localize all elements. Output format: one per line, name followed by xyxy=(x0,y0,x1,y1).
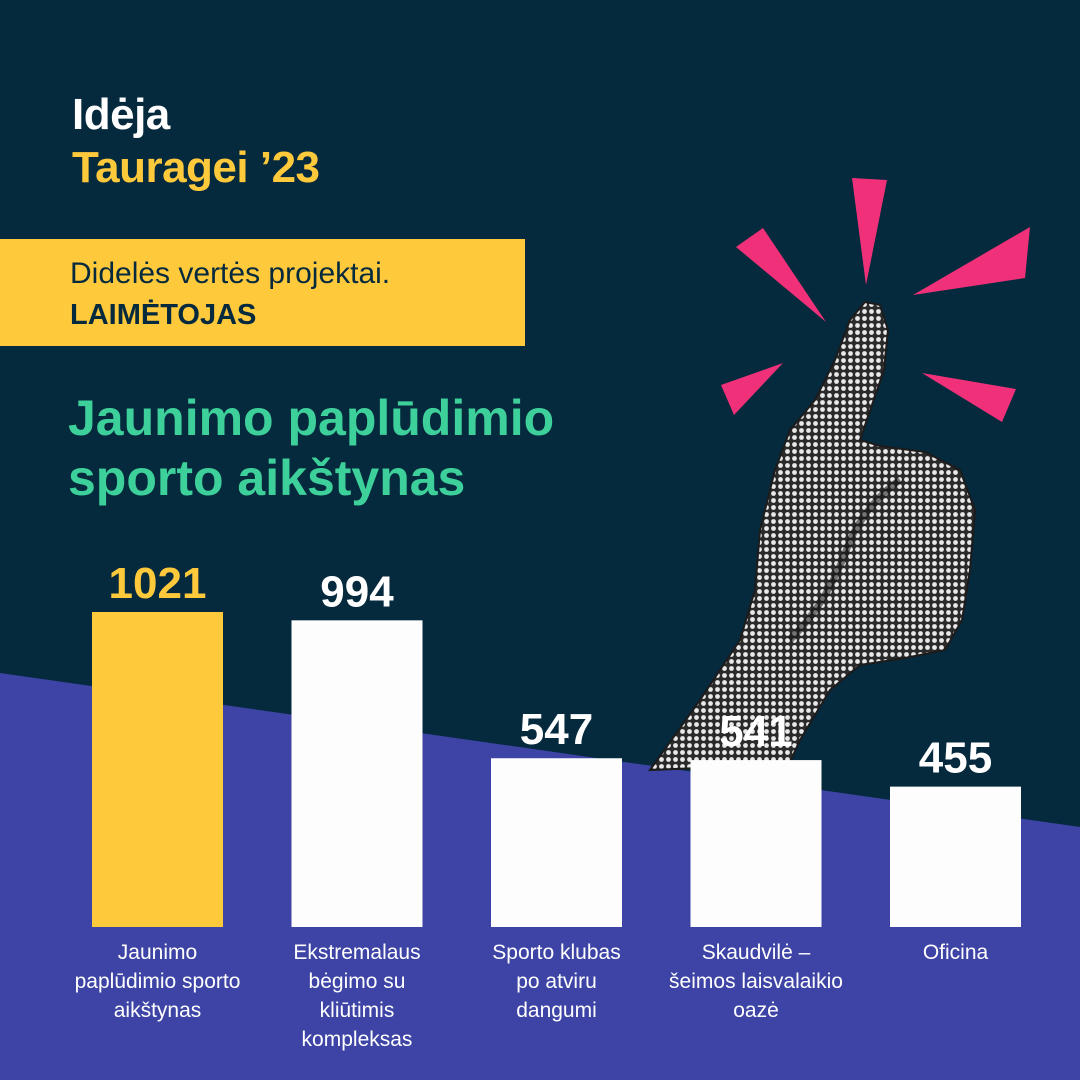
bar-2 xyxy=(291,620,423,927)
bar-value-label-5: 455 xyxy=(919,734,992,783)
banner-winner-label: LAIMĖTOJAS xyxy=(70,299,257,331)
bar-value-label-4: 541 xyxy=(719,707,792,756)
category-label-4: Skaudvilė – šeimos laisvalaikio oazė xyxy=(641,938,871,1025)
project-title: Jaunimo paplūdimio sporto aikštynas xyxy=(68,390,555,506)
bar-value-label-3: 547 xyxy=(520,705,593,754)
banner-subtitle: Didelės vertės projektai. xyxy=(70,257,391,290)
category-label-line: bėgimo su xyxy=(308,970,406,993)
category-label-line: Oficina xyxy=(922,941,989,964)
category-label-line: kliūtimis xyxy=(319,999,395,1022)
brand-title-line2: Tauragei ’23 xyxy=(72,143,320,192)
category-label-2: Ekstremalaus bėgimo su kliūtimis kompleksas xyxy=(242,938,472,1054)
bar-value-label-2: 994 xyxy=(320,567,394,616)
category-label-3: Sporto klubas po atviru dangumi xyxy=(442,938,672,1025)
burst-rays-icon xyxy=(721,178,1030,422)
category-label-line: šeimos laisvalaikio xyxy=(669,970,843,993)
category-label-line: dangumi xyxy=(516,999,597,1022)
bar-3 xyxy=(491,758,622,927)
category-label-line: aikštynas xyxy=(113,999,202,1022)
bar-5 xyxy=(890,786,1021,927)
category-label-1: Jaunimo paplūdimio sporto aikštynas xyxy=(43,938,273,1025)
category-label-5: Oficina xyxy=(841,938,1071,967)
category-label-line: oazė xyxy=(733,999,779,1022)
brand-title-line1: Idėja xyxy=(72,90,170,139)
bar-value-label-1: 1021 xyxy=(109,559,207,608)
thumbs-up-icon xyxy=(647,300,977,772)
category-label-line: Ekstremalaus xyxy=(293,941,421,964)
category-label-line: po atviru xyxy=(516,970,597,993)
bar-1 xyxy=(92,612,223,927)
category-label-line: Jaunimo xyxy=(117,941,198,964)
category-label-line: Skaudvilė – xyxy=(701,941,811,964)
bar-4 xyxy=(690,760,822,927)
category-label-line: Sporto klubas xyxy=(492,941,621,964)
category-banner xyxy=(0,239,525,346)
category-label-line: kompleksas xyxy=(301,1028,413,1051)
category-label-line: paplūdimio sporto xyxy=(74,970,241,993)
